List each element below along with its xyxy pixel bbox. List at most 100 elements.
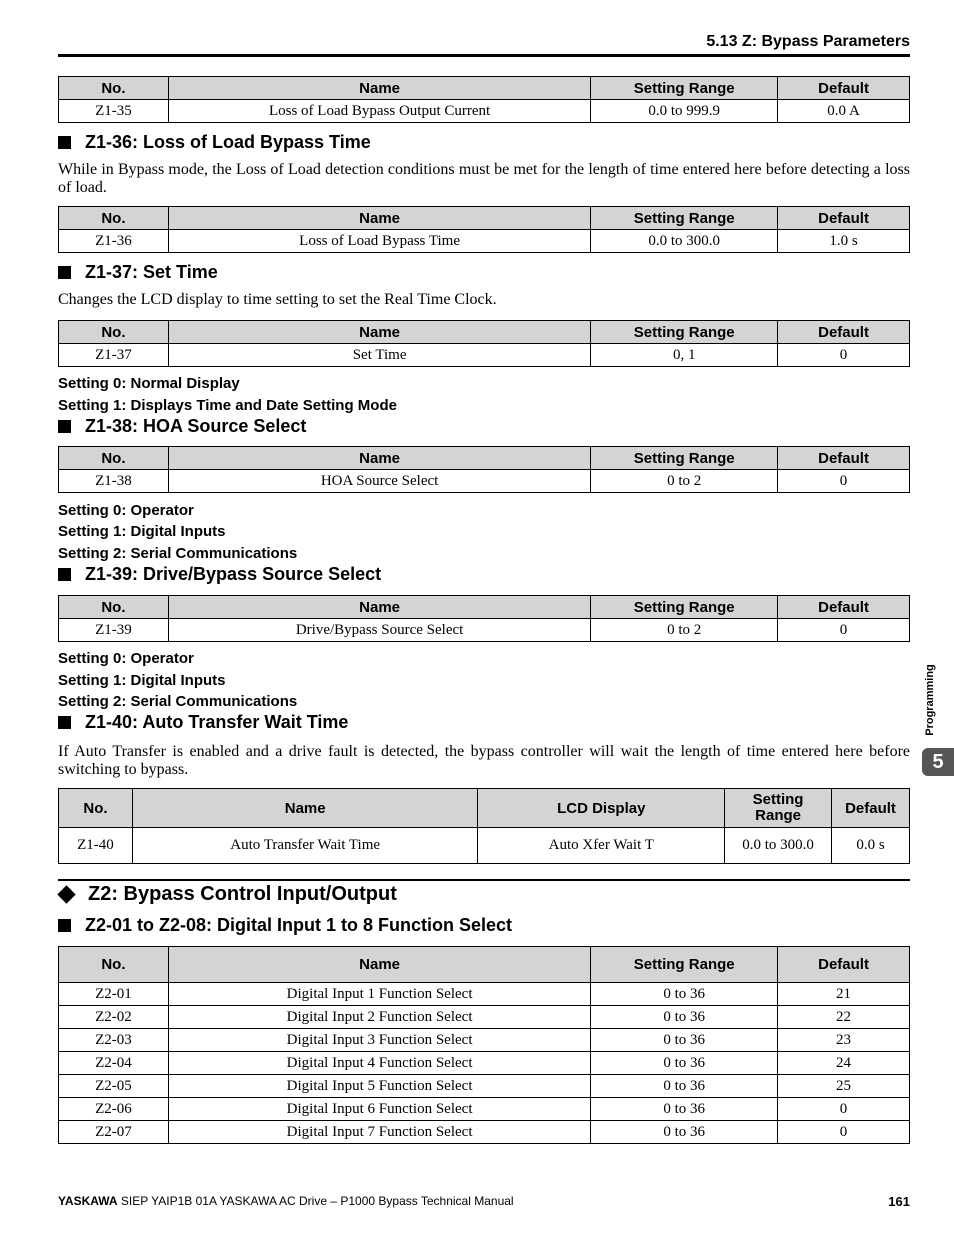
paragraph: If Auto Transfer is enabled and a drive … [58, 743, 910, 778]
heading-z1-38: Z1-38: HOA Source Select [58, 416, 306, 437]
table-row: Z2-05 Digital Input 5 Function Select 0 to… [58, 1074, 910, 1098]
cell-default: 0 [777, 343, 910, 367]
paragraph: Changes the LCD display to time setting … [58, 291, 497, 308]
cell-def: 0 [777, 1120, 910, 1144]
cell-range: 0 to 36 [590, 1028, 779, 1052]
cell-range: 0 to 36 [590, 982, 779, 1006]
running-header: 5.13 Z: Bypass Parameters [706, 33, 910, 50]
cell-no: Z1-36 [58, 229, 169, 253]
heading-text: Z2: Bypass Control Input/Output [88, 883, 397, 905]
cell-name: Loss of Load Bypass Time [167, 229, 592, 253]
col-name: Name [167, 76, 592, 100]
cell-range: 0.0 to 300.0 [590, 229, 779, 253]
heading-z2-01: Z2-01 to Z2-08: Digital Input 1 to 8 Fun… [58, 915, 512, 936]
table-row: Z2-03 Digital Input 3 Function Select 0 to… [58, 1028, 910, 1052]
setting-line: Setting 2: Serial Communications [58, 545, 298, 562]
col-no: No. [58, 946, 169, 983]
table-row: Z1-36 Loss of Load Bypass Time 0.0 to 300.… [58, 229, 910, 253]
cell-lcd: Auto Xfer Wait T [477, 827, 726, 864]
col-default: Default [777, 446, 910, 470]
z1-35-table: No. Name Setting Range Default Z1-35 Loss of… [58, 76, 910, 123]
cell-no: Z1-37 [58, 343, 169, 367]
cell-name: Digital Input 3 Function Select [167, 1028, 592, 1052]
footer: YASKAWA SIEP YAIP1B 01A YASKAWA AC Drive… [58, 1194, 514, 1208]
cell-name: Digital Input 5 Function Select [167, 1074, 592, 1098]
square-bullet-icon [58, 420, 71, 433]
footer-brand: YASKAWA [58, 1194, 118, 1208]
table-row: Z2-04 Digital Input 4 Function Select 0 to… [58, 1051, 910, 1075]
col-range: Setting Range [590, 206, 779, 230]
col-range: Setting Range [590, 76, 779, 100]
cell-range: 0 to 36 [590, 1051, 779, 1075]
section-rule [58, 879, 910, 881]
cell-default: 0 [777, 469, 910, 493]
cell-def: 0 [777, 1097, 910, 1121]
chapter-side-label: Programming [915, 660, 945, 740]
heading-text: Z1-38: HOA Source Select [85, 416, 307, 436]
cell-no: Z2-03 [58, 1028, 169, 1052]
col-name: Name [167, 320, 592, 344]
col-default: Default [777, 320, 910, 344]
cell-default: 0.0 A [777, 99, 910, 123]
cell-range: 0 to 2 [590, 618, 779, 642]
table-row: Z2-06 Digital Input 6 Function Select 0 to… [58, 1097, 910, 1121]
cell-range: 0, 1 [590, 343, 779, 367]
col-default: Default [777, 595, 910, 619]
setting-line: Setting 2: Serial Communications [58, 693, 298, 710]
z2-table: No. Name Setting Range Default Z2-01 Digital… [58, 946, 910, 1144]
cell-name: Digital Input 7 Function Select [167, 1120, 592, 1144]
square-bullet-icon [58, 568, 71, 581]
diamond-bullet-icon [57, 885, 76, 904]
col-lcd: LCD Display [477, 788, 726, 828]
col-no: No. [58, 446, 169, 470]
col-default: Default [777, 946, 910, 983]
setting-line: Setting 1: Digital Inputs [58, 672, 226, 689]
setting-line: Setting 0: Operator [58, 502, 194, 519]
col-name: Name [167, 595, 592, 619]
cell-range: 0.0 to 300.0 [724, 827, 833, 864]
heading-z1-37: Z1-37: Set Time [58, 262, 218, 283]
heading-text: Z1-37: Set Time [85, 262, 218, 282]
heading-text: Z1-40: Auto Transfer Wait Time [85, 712, 349, 732]
square-bullet-icon [58, 919, 71, 932]
z1-40-table: No. Name LCD Display Setting Range Default Z1… [58, 788, 910, 864]
cell-name: Digital Input 6 Function Select [167, 1097, 592, 1121]
table-row: Z2-01 Digital Input 1 Function Select 0 to… [58, 982, 910, 1006]
paragraph: While in Bypass mode, the Loss of Load d… [58, 161, 910, 196]
cell-def: 21 [777, 982, 910, 1006]
cell-no: Z2-04 [58, 1051, 169, 1075]
col-no: No. [58, 788, 133, 828]
col-range: Setting Range [724, 788, 833, 828]
cell-no: Z2-01 [58, 982, 169, 1006]
cell-name: HOA Source Select [167, 469, 592, 493]
cell-no: Z2-05 [58, 1074, 169, 1098]
col-no: No. [58, 595, 169, 619]
chapter-tab: 5 [922, 748, 954, 776]
cell-name: Digital Input 1 Function Select [167, 982, 592, 1006]
z1-37-table: No. Name Setting Range Default Z1-37 Set Tim… [58, 320, 910, 367]
page-number: 161 [888, 1194, 910, 1209]
square-bullet-icon [58, 716, 71, 729]
cell-default: 1.0 s [777, 229, 910, 253]
heading-z1-40: Z1-40: Auto Transfer Wait Time [58, 712, 348, 733]
col-no: No. [58, 320, 169, 344]
cell-no: Z2-06 [58, 1097, 169, 1121]
col-range: Setting Range [590, 595, 779, 619]
cell-name: Set Time [167, 343, 592, 367]
col-name: Name [167, 446, 592, 470]
cell-no: Z1-40 [58, 827, 133, 864]
col-no: No. [58, 206, 169, 230]
col-range: Setting Range [590, 446, 779, 470]
setting-line: Setting 1: Displays Time and Date Settin… [58, 397, 397, 414]
cell-def: 24 [777, 1051, 910, 1075]
header-rule [58, 54, 910, 57]
cell-no: Z2-02 [58, 1005, 169, 1029]
col-range: Setting Range [590, 946, 779, 983]
col-default: Default [777, 76, 910, 100]
heading-z1-36: Z1-36: Loss of Load Bypass Time [58, 132, 371, 153]
cell-range: 0.0 to 999.9 [590, 99, 779, 123]
cell-no: Z1-39 [58, 618, 169, 642]
cell-range: 0 to 36 [590, 1074, 779, 1098]
